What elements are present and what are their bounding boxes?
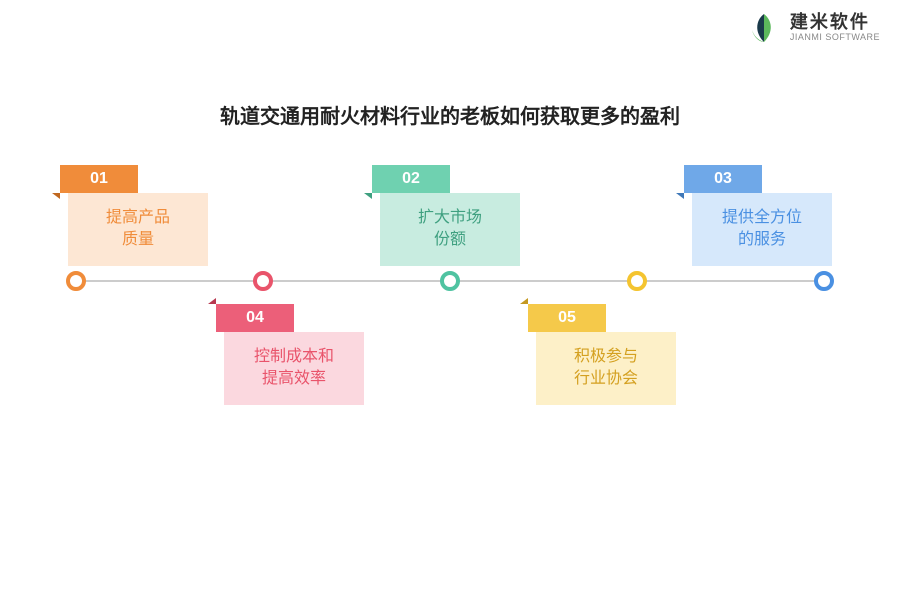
step-number-tab: 05 [528,304,606,332]
step-card: 05积极参与行业协会 [536,304,676,405]
step-label: 扩大市场份额 [380,193,520,266]
page-title: 轨道交通用耐火材料行业的老板如何获取更多的盈利 [0,100,900,129]
timeline-node [814,271,834,291]
tab-fold [52,193,60,199]
step-label: 提供全方位的服务 [692,193,832,266]
step-number-tab: 04 [216,304,294,332]
timeline-node [627,271,647,291]
timeline-node [66,271,86,291]
tab-fold [364,193,372,199]
tab-fold [208,298,216,304]
step-number-tab: 02 [372,165,450,193]
logo-en: JIANMI SOFTWARE [790,33,880,43]
step-label: 积极参与行业协会 [536,332,676,405]
step-card: 01提高产品质量 [68,165,208,266]
step-number-tab: 01 [60,165,138,193]
step-card: 04控制成本和提高效率 [224,304,364,405]
brand-logo: 建米软件 JIANMI SOFTWARE [746,10,880,46]
tab-fold [676,193,684,199]
leaf-icon [746,10,782,46]
timeline [60,280,840,282]
step-card: 02扩大市场份额 [380,165,520,266]
step-label: 控制成本和提高效率 [224,332,364,405]
timeline-node [253,271,273,291]
logo-text: 建米软件 JIANMI SOFTWARE [790,13,880,43]
tab-fold [520,298,528,304]
step-number-tab: 03 [684,165,762,193]
step-card: 03提供全方位的服务 [692,165,832,266]
timeline-node [440,271,460,291]
logo-cn: 建米软件 [790,13,880,33]
step-label: 提高产品质量 [68,193,208,266]
